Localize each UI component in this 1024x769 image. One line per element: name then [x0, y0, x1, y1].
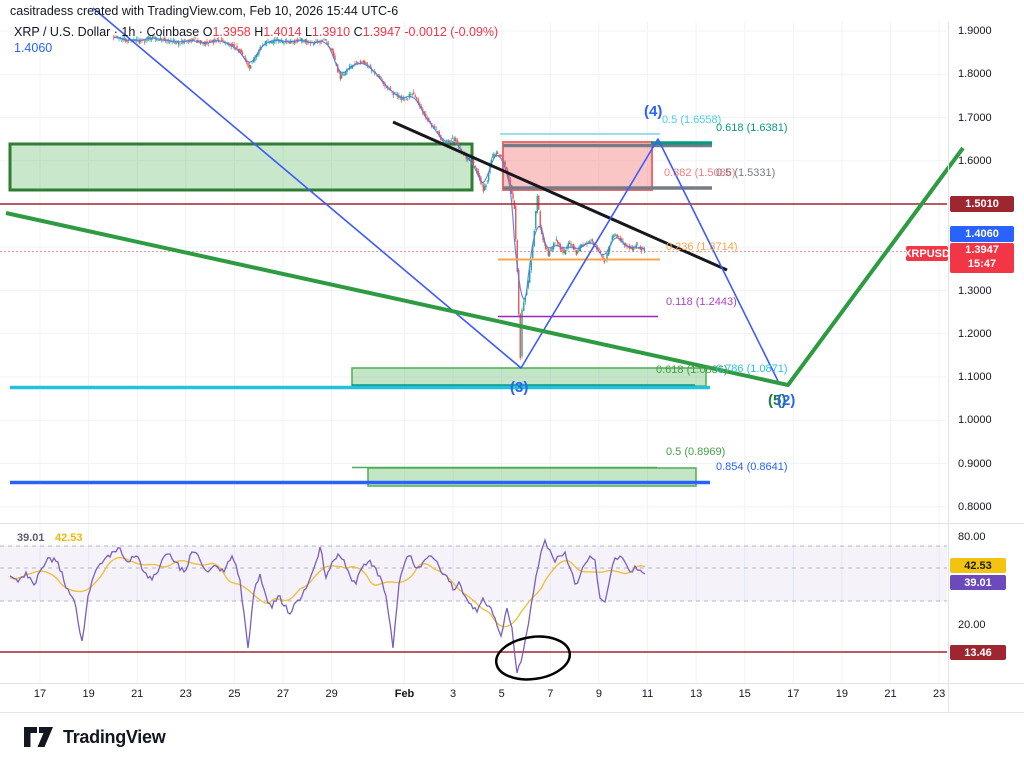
time-tick-25: 25 — [228, 688, 241, 700]
time-tick-23: 23 — [179, 688, 192, 700]
ohlc-close: C1.3947 — [353, 25, 401, 39]
time-tick-5: 5 — [498, 688, 505, 700]
time-tick-13: 13 — [689, 688, 703, 700]
symbol-legend[interactable]: XRP / U.S. Dollar · 1h · Coinbase O1.395… — [14, 25, 498, 39]
price-tick-0.8000: 0.8000 — [958, 500, 992, 513]
time-tick-17: 17 — [787, 688, 800, 700]
ohlc-open: O1.3958 — [202, 25, 251, 39]
rsi-badge: 39.01 — [950, 575, 1006, 590]
time-tick-21: 21 — [131, 688, 144, 700]
time-tick-9: 9 — [595, 688, 602, 700]
price-tick-1.1000: 1.1000 — [958, 371, 992, 383]
price-tick-1.9000: 1.9000 — [958, 25, 992, 37]
time-tick-7: 7 — [547, 688, 554, 700]
time-tick-29: 29 — [325, 688, 338, 700]
rsi-oversold-badge: 13.46 — [950, 645, 1006, 660]
time-tick-21: 21 — [884, 688, 897, 700]
rsi-line — [9, 537, 646, 674]
highlight-ellipse[interactable] — [493, 632, 572, 684]
rsi-ma-value: 42.53 — [55, 532, 83, 544]
level-badge-1.5010: 1.5010 — [950, 196, 1014, 212]
time-tick-23: 23 — [932, 688, 946, 700]
last-price-value: 1.3947 — [965, 244, 999, 256]
price-ma-line — [113, 36, 645, 301]
time-tick-19: 19 — [82, 688, 95, 700]
tradingview-watermark-text: TradingView — [63, 727, 166, 747]
ohlc-change: -0.0012 (-0.09%) — [404, 25, 499, 39]
tradingview-watermark[interactable]: TradingView — [24, 727, 166, 748]
line-badge-1.4060: 1.4060 — [950, 226, 1014, 242]
rsi-tick-80.00: 80.00 — [958, 531, 986, 543]
time-tick-19: 19 — [835, 688, 849, 700]
symbol-title: XRP / U.S. Dollar · 1h · Coinbase — [14, 25, 200, 39]
elliott-wave-path[interactable] — [92, 7, 779, 382]
price-tick-1.3000: 1.3000 — [958, 284, 992, 297]
price-tick-1.8000: 1.8000 — [958, 68, 992, 81]
rsi-ma-line — [9, 557, 646, 628]
time-tick-Feb: Feb — [394, 688, 415, 700]
time-tick-17: 17 — [33, 688, 47, 700]
price-tick-1.6000: 1.6000 — [958, 154, 992, 167]
supply-zone-left[interactable] — [8, 142, 474, 192]
price-tick-1.2000: 1.2000 — [958, 327, 992, 340]
last-price-time: 15:47 — [967, 258, 997, 270]
time-tick-15: 15 — [738, 688, 751, 700]
last-price-badge: 1.3947 15:47 — [950, 243, 1014, 273]
green-projection[interactable] — [5, 146, 965, 387]
tradingview-logo-icon — [24, 727, 53, 747]
price-tick-1.7000: 1.7000 — [958, 111, 992, 124]
rsi-ma-badge: 42.53 — [950, 558, 1006, 573]
time-tick-11: 11 — [641, 688, 654, 700]
risk-zone-pink[interactable] — [502, 141, 653, 191]
price-tick-0.9000: 0.9000 — [958, 457, 992, 470]
rsi-value: 39.01 — [17, 532, 45, 544]
ohlc-high: H1.4014 — [254, 25, 302, 39]
fib-zone-1.08[interactable] — [351, 367, 707, 387]
time-tick-27: 27 — [276, 688, 290, 700]
hline-value-label: 1.4060 — [14, 41, 53, 55]
rsi-tick-20.00: 20.00 — [958, 619, 986, 631]
time-tick-3: 3 — [450, 688, 457, 700]
chart-credit: casitradess created with TradingView.com… — [10, 4, 399, 18]
price-tag-symbol: XRPUSD — [904, 246, 950, 261]
price-tick-1.0000: 1.0000 — [958, 414, 992, 427]
ohlc-low: L1.3910 — [304, 25, 351, 39]
